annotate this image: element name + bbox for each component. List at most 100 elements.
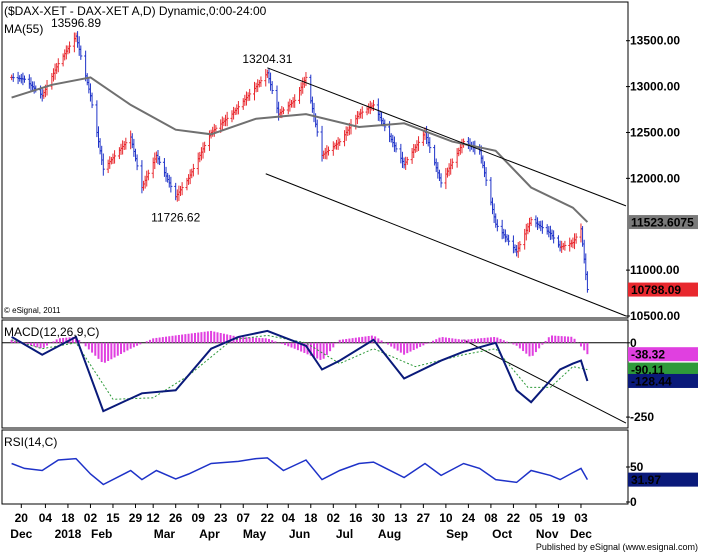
- x-month-label: Dec: [570, 527, 592, 541]
- price-annotation: 13204.31: [242, 52, 292, 66]
- y-tick-label: 13500.00: [630, 34, 680, 48]
- x-day-label: 15: [106, 511, 120, 525]
- macd-histogram-bar: [396, 342, 399, 351]
- price-tag: 11523.6075: [631, 216, 694, 230]
- macd-histogram-bar: [573, 338, 576, 343]
- macd-histogram-bar: [197, 332, 200, 343]
- trendline-1: [267, 67, 627, 207]
- x-day-label: 22: [261, 511, 275, 525]
- macd-histogram-bar: [78, 340, 81, 343]
- macd-histogram-bar: [171, 335, 174, 343]
- x-month-label: Feb: [91, 527, 112, 541]
- macd-histogram-bar: [457, 339, 460, 343]
- ma-label: MA(55): [4, 22, 43, 36]
- macd-histogram-bar: [33, 342, 36, 347]
- macd-histogram-bar: [97, 342, 100, 359]
- rsi-line: [11, 457, 589, 486]
- macd-value-tag-bg: [628, 373, 698, 388]
- macd-histogram-bar: [242, 337, 245, 343]
- macd-histogram-bar: [448, 337, 451, 343]
- rsi-value-tag: 31.97: [631, 473, 661, 487]
- price-tag: 10788.09: [631, 283, 681, 297]
- macd-histogram-bar: [145, 341, 148, 343]
- macd-histogram-bar: [49, 342, 52, 344]
- macd-histogram-bar: [428, 342, 431, 343]
- y-tick-label: 0: [630, 336, 637, 350]
- macd-histogram-bar: [10, 339, 13, 343]
- macd-histogram-bar: [168, 336, 171, 343]
- rsi-label: RSI(14,C): [4, 435, 57, 449]
- macd-histogram-bar: [403, 342, 406, 355]
- y-tick-label: -250: [630, 410, 654, 424]
- price-annotation: 11726.62: [151, 210, 200, 224]
- macd-histogram-bar: [255, 337, 258, 343]
- macd-label: MACD(12,26,9,C): [4, 325, 99, 339]
- macd-histogram-bar: [100, 342, 103, 363]
- macd-histogram-bar: [522, 342, 525, 352]
- macd-histogram-bar: [39, 342, 42, 349]
- macd-histogram-bar: [493, 337, 496, 343]
- macd-histogram-bar: [55, 339, 58, 343]
- price-tag-bg: [628, 282, 698, 297]
- macd-histogram-bar: [332, 342, 335, 348]
- macd-histogram-bar: [515, 342, 518, 346]
- macd-histogram-bar: [17, 341, 20, 343]
- x-day-label: 04: [282, 511, 296, 525]
- price-series-layer: [10, 31, 627, 317]
- macd-histogram-bar: [512, 342, 515, 345]
- x-month-label: Apr: [199, 527, 220, 541]
- macd-histogram-bar: [351, 338, 354, 343]
- x-day-label: 10: [439, 511, 453, 525]
- x-day-label: 22: [507, 511, 521, 525]
- macd-histogram-bar: [422, 342, 425, 346]
- macd-histogram-bar: [313, 342, 315, 358]
- macd-histogram-bar: [210, 330, 213, 343]
- macd-histogram-bar: [284, 342, 287, 346]
- y-tick-label: 0: [630, 495, 637, 509]
- macd-histogram-bar: [377, 338, 380, 343]
- axes-layer: 13596.89 13204.31 11726.62 13500.00 13000.00…: [10, 16, 680, 541]
- macd-histogram-bar: [438, 337, 441, 343]
- macd-histogram-bar: [62, 337, 65, 343]
- macd-histogram-bar: [123, 342, 126, 353]
- macd-histogram-bar: [296, 342, 299, 351]
- macd-histogram-bar: [567, 336, 570, 343]
- x-day-label: 03: [574, 511, 588, 525]
- y-tick-label: 12500.00: [630, 125, 680, 139]
- macd-histogram-bar: [58, 338, 61, 343]
- macd-histogram-bar: [165, 336, 168, 343]
- publisher-footer: Published by eSignal (www.esignal.com): [536, 542, 698, 552]
- x-day-label: 13: [394, 511, 408, 525]
- macd-histogram-bar: [116, 342, 119, 356]
- macd-histogram-bar: [425, 342, 428, 344]
- y-tick-label: 13000.00: [630, 80, 680, 94]
- price-tag-bg: [628, 215, 698, 230]
- macd-histogram-bar: [454, 338, 457, 343]
- macd-histogram-bar: [261, 338, 264, 343]
- macd-histogram-bar: [358, 337, 361, 343]
- macd-histogram-bar: [483, 337, 486, 343]
- macd-histogram-bar: [158, 337, 161, 343]
- macd-histogram-bar: [280, 342, 283, 344]
- macd-histogram-bar: [251, 337, 254, 343]
- macd-histogram-bar: [139, 342, 142, 345]
- x-day-label: 16: [349, 511, 363, 525]
- macd-histogram-bar: [563, 336, 566, 343]
- macd-histogram-bar: [341, 339, 344, 343]
- y-tick-label: 12000.00: [630, 171, 680, 185]
- macd-histogram-bar: [338, 339, 341, 343]
- x-month-label: Oct: [492, 527, 512, 541]
- macd-histogram-bar: [87, 342, 90, 350]
- macd-histogram-bar: [226, 334, 229, 343]
- macd-histogram-bar: [46, 342, 49, 346]
- macd-histogram-bar: [103, 342, 106, 363]
- macd-histogram-bar: [419, 342, 422, 347]
- macd-histogram-bar: [316, 342, 319, 359]
- macd-histogram-bar: [380, 340, 383, 343]
- ma55-line: [11, 76, 589, 223]
- macd-histogram-bar: [300, 342, 303, 352]
- macd-histogram-bar: [496, 337, 499, 343]
- x-month-label: Aug: [378, 527, 401, 541]
- macd-histogram-bar: [406, 342, 409, 354]
- macd-histogram-bar: [583, 342, 586, 351]
